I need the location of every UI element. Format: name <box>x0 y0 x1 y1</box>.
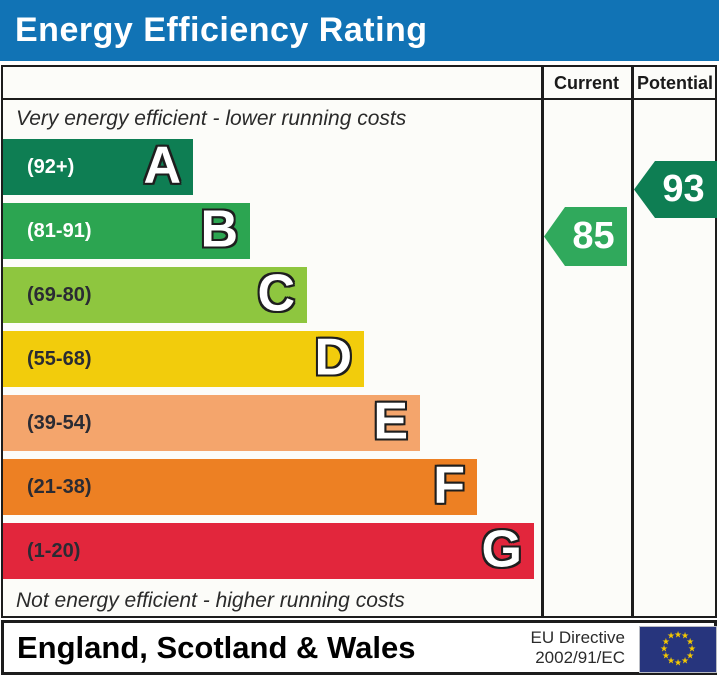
region-label: England, Scotland & Wales <box>17 629 416 665</box>
band-letter: E <box>373 392 408 451</box>
band-letter: G <box>481 520 522 579</box>
eu-flag-star: ★ <box>666 656 676 667</box>
eu-flag-star: ★ <box>686 637 695 647</box>
eu-flag-star: ★ <box>666 631 676 642</box>
band-a: (92+) A <box>3 139 193 195</box>
eu-flag-star: ★ <box>661 637 670 647</box>
eu-flag-star: ★ <box>673 630 683 640</box>
eu-flag-icon: ★ ★ ★ ★ ★ ★ ★ ★ ★ ★ ★ ★ <box>639 626 717 673</box>
title-bar: Energy Efficiency Rating <box>0 0 719 61</box>
band-letter: A <box>143 136 181 195</box>
eu-flag-star: ★ <box>659 644 669 654</box>
band-range-label: (69-80) <box>27 283 92 306</box>
eu-flag-star: ★ <box>661 651 670 661</box>
eu-flag-star: ★ <box>686 651 695 661</box>
band-g: (1-20) G <box>3 523 534 579</box>
header-separator <box>3 98 715 100</box>
eu-directive-line2: 2002/91/EC <box>535 648 625 667</box>
band-e: (39-54) E <box>3 395 420 451</box>
band-range-label: (81-91) <box>27 219 92 242</box>
eu-flag-star: ★ <box>687 644 697 654</box>
potential-column-divider <box>631 65 634 618</box>
band-range-label: (21-38) <box>27 475 92 498</box>
band-letter: C <box>257 264 295 323</box>
band-range-label: (92+) <box>27 155 75 178</box>
band-range-label: (1-20) <box>27 539 81 562</box>
footer: England, Scotland & Wales EU Directive 2… <box>1 620 717 675</box>
hint-very-efficient: Very energy efficient - lower running co… <box>16 107 407 130</box>
band-f: (21-38) F <box>3 459 477 515</box>
potential-rating-value: 93 <box>662 168 705 210</box>
band-b: (81-91) B <box>3 203 250 259</box>
band-letter: B <box>200 200 238 259</box>
band-range-label: (39-54) <box>27 411 92 434</box>
hint-not-efficient: Not energy efficient - higher running co… <box>16 589 405 612</box>
page-title: Energy Efficiency Rating <box>15 11 428 49</box>
column-header-potential: Potential <box>636 73 713 93</box>
current-rating-value: 85 <box>572 215 615 257</box>
band-letter: D <box>314 328 352 387</box>
eu-flag-star: ★ <box>680 631 690 642</box>
band-range-label: (55-68) <box>27 347 92 370</box>
eu-directive-line1: EU Directive <box>530 628 625 647</box>
band-c: (69-80) C <box>3 267 307 323</box>
band-d: (55-68) D <box>3 331 364 387</box>
band-letter: F <box>433 456 465 515</box>
current-column-divider <box>541 65 544 618</box>
eu-flag-star: ★ <box>673 658 683 668</box>
column-header-current: Current <box>553 73 619 93</box>
eu-flag-star: ★ <box>680 656 690 667</box>
eu-directive-label: EU Directive 2002/91/EC <box>531 628 625 668</box>
